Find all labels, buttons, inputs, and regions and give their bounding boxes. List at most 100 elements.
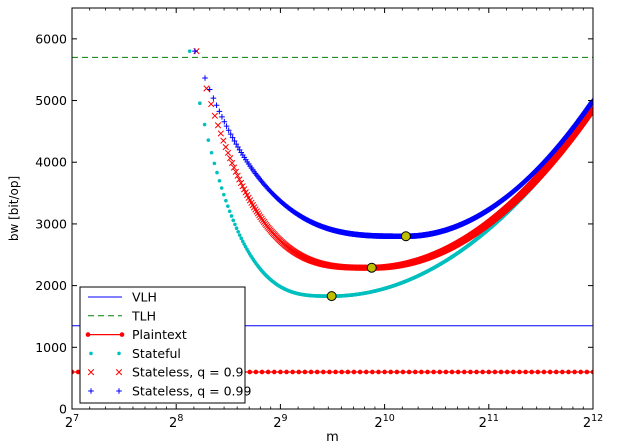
plaintext-point [296,369,302,375]
stateful-point [237,233,242,237]
plaintext-point [547,369,553,375]
plaintext-point [504,369,510,375]
stateful-point [242,242,246,246]
plot-frame [71,7,594,410]
plaintext-point [75,369,81,375]
plaintext-point [400,369,406,375]
stateful-point [222,192,226,197]
stateless-q09-point [236,176,243,183]
stateful-point [219,186,224,190]
minimum-marker [366,262,377,273]
plaintext-point [419,369,424,375]
plaintext-point [259,369,265,375]
stateless-q099-point [202,75,208,81]
plaintext-point [584,369,590,375]
x-tick-label: 27 [65,413,79,431]
plaintext-point [572,369,577,375]
stateless-q099-point [223,123,230,129]
stateless-q09-point [226,155,234,162]
x-tick-base: 2 [273,416,281,431]
plaintext-point [437,369,443,375]
legend-label: VLH [132,290,157,305]
stateless-q09-point [203,85,210,92]
x-tick-base: 2 [169,416,177,431]
plaintext-point [345,369,351,375]
minimum-marker [400,231,411,242]
stateful-point [198,101,202,106]
stateless-q09-point [230,164,238,171]
stateless-q09-point [228,159,236,167]
x-tick-base: 2 [374,416,382,431]
stateless-q09-point [222,143,229,151]
x-tick-label: 28 [169,413,183,431]
legend-label: Plaintext [132,327,187,342]
stateless-q09-point [241,186,248,193]
stateful-point [227,209,232,214]
x-tick-exponent: 8 [177,413,183,424]
plaintext-point [284,369,289,375]
x-tick-exponent: 11 [487,413,499,424]
stateless-q099-point [219,114,225,120]
y-tick-label: 6000 [35,31,67,46]
plaintext-point [333,369,338,375]
minimum-marker [326,291,337,302]
stateful-point [234,226,239,231]
plaintext-point [290,369,295,375]
plaintext-point [449,369,455,375]
legend-symbol-4 [115,369,123,376]
plaintext-point [517,369,522,375]
stateless-q099-point [225,127,232,134]
stateless-q099-point [192,48,198,54]
plaintext-point [498,369,504,375]
stateful-point [240,239,245,244]
plaintext-point [363,369,369,375]
y-axis-label: bw [bit/op] [7,176,21,241]
legend-symbol-5 [116,388,122,394]
legend-symbol-2 [85,332,91,337]
plaintext-point [425,369,430,375]
plaintext-point [455,369,461,375]
plaintext-point [590,369,593,375]
plaintext-point [382,369,387,375]
plaintext-point [72,369,75,375]
y-tick-label: 2000 [35,278,67,293]
stateless-q09-point [224,149,232,157]
plaintext-point [302,369,308,375]
plaintext-point [327,369,332,375]
plaintext-point [486,369,492,375]
x-tick-base: 2 [583,416,591,431]
stateful-point [202,122,207,127]
stateful-point [212,161,217,166]
plaintext-point [314,369,320,375]
plaintext-point [388,369,394,375]
stateful-point [209,150,214,155]
stateless-q09-point [232,168,240,175]
stateless-q09-point [220,137,227,144]
plaintext-point [523,369,528,375]
y-tick-label: 4000 [35,155,67,170]
stateful-point [231,218,236,223]
plaintext-point [308,369,314,375]
stateless-q099-point [213,102,220,109]
plaintext-point [560,369,565,375]
plaintext-point [357,369,363,375]
legend-symbol-2 [119,332,125,337]
plaintext-point [278,369,283,375]
plaintext-point [412,369,418,375]
y-tick-label: 0 [59,402,67,417]
stateless-q099-point [210,95,217,101]
plaintext-point [321,369,326,375]
plaintext-point [566,369,571,375]
legend-label: Stateful [132,346,181,361]
plaintext-point [492,369,498,375]
x-tick-exponent: 9 [282,413,288,424]
x-tick-label: 210 [374,413,394,431]
stateless-q099-point [216,108,223,115]
stateless-q09-point [234,172,241,179]
stateful-point [224,198,228,203]
legend-label: Stateless, q = 0.9 [132,365,244,380]
stateful-point [217,178,222,183]
x-tick-exponent: 7 [73,413,79,424]
stateful-point [206,138,211,142]
